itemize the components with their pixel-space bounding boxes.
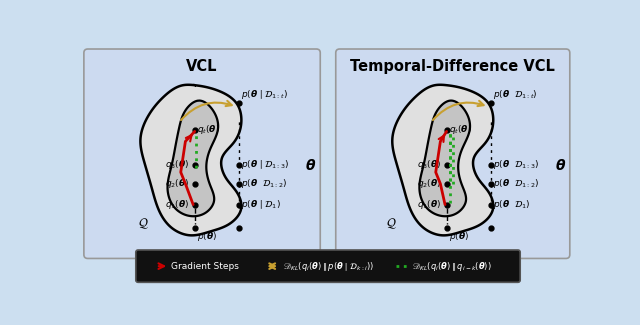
Text: $q_2(\boldsymbol{\theta})$: $q_2(\boldsymbol{\theta})$	[417, 177, 442, 190]
Text: $p(\boldsymbol{\theta})$: $p(\boldsymbol{\theta})$	[197, 230, 217, 243]
Polygon shape	[392, 85, 493, 235]
Text: $p(\boldsymbol{\theta}\mid\mathcal{D}_{1:t})$: $p(\boldsymbol{\theta}\mid\mathcal{D}_{1…	[241, 88, 288, 101]
Text: $q_2(\boldsymbol{\theta})$: $q_2(\boldsymbol{\theta})$	[165, 177, 189, 190]
Text: Gradient Steps: Gradient Steps	[172, 262, 239, 271]
Text: $\mathscr{D}_{KL}(q_i(\boldsymbol{\theta})\parallel p(\boldsymbol{\theta}\mid\ma: $\mathscr{D}_{KL}(q_i(\boldsymbol{\theta…	[283, 260, 374, 273]
Text: VCL: VCL	[186, 59, 218, 74]
Text: $q_3(\boldsymbol{\theta})$: $q_3(\boldsymbol{\theta})$	[417, 158, 442, 171]
Text: $p(\boldsymbol{\theta}\ \ \mathcal{D}_{1:2})$: $p(\boldsymbol{\theta}\ \ \mathcal{D}_{1…	[241, 177, 287, 190]
Text: $\mathcal{Q}$: $\mathcal{Q}$	[138, 216, 149, 231]
Polygon shape	[140, 85, 241, 235]
Text: $\mathcal{Q}$: $\mathcal{Q}$	[386, 216, 397, 231]
FancyBboxPatch shape	[84, 49, 320, 258]
FancyBboxPatch shape	[136, 250, 520, 282]
Text: $\boldsymbol{\theta}$: $\boldsymbol{\theta}$	[555, 158, 566, 173]
Text: $q_3(\boldsymbol{\theta})$: $q_3(\boldsymbol{\theta})$	[165, 158, 189, 171]
Text: $q_1(\boldsymbol{\theta})$: $q_1(\boldsymbol{\theta})$	[165, 198, 189, 211]
FancyBboxPatch shape	[77, 36, 579, 292]
Text: $q_1(\boldsymbol{\theta})$: $q_1(\boldsymbol{\theta})$	[417, 198, 442, 211]
FancyBboxPatch shape	[336, 49, 570, 258]
Text: $p(\boldsymbol{\theta}\ \ \mathcal{D}_1)$: $p(\boldsymbol{\theta}\ \ \mathcal{D}_1)…	[493, 198, 531, 211]
Text: $p(\boldsymbol{\theta}\ \ \mathcal{D}_{1:t})$: $p(\boldsymbol{\theta}\ \ \mathcal{D}_{1…	[493, 88, 538, 101]
Text: $\mathscr{D}_{KL}(q_i(\boldsymbol{\theta})\parallel q_{i-k}(\boldsymbol{\theta}): $\mathscr{D}_{KL}(q_i(\boldsymbol{\theta…	[412, 260, 492, 273]
Text: Temporal-Difference VCL: Temporal-Difference VCL	[349, 59, 554, 74]
Text: $p(\boldsymbol{\theta}\mid\mathcal{D}_{1:3})$: $p(\boldsymbol{\theta}\mid\mathcal{D}_{1…	[241, 158, 289, 171]
Text: $p(\boldsymbol{\theta})$: $p(\boldsymbol{\theta})$	[449, 230, 469, 243]
Text: $p(\boldsymbol{\theta}\ \ \mathcal{D}_{1:2})$: $p(\boldsymbol{\theta}\ \ \mathcal{D}_{1…	[493, 177, 540, 190]
Text: $q_t(\boldsymbol{\theta})$: $q_t(\boldsymbol{\theta})$	[449, 124, 472, 136]
Text: $q_t(\boldsymbol{\theta})$: $q_t(\boldsymbol{\theta})$	[197, 124, 220, 136]
Text: $p(\boldsymbol{\theta}\mid\mathcal{D}_1)$: $p(\boldsymbol{\theta}\mid\mathcal{D}_1)…	[241, 198, 281, 211]
Text: $p(\boldsymbol{\theta}\ \ \mathcal{D}_{1:3})$: $p(\boldsymbol{\theta}\ \ \mathcal{D}_{1…	[493, 158, 540, 171]
Text: $\boldsymbol{\theta}$: $\boldsymbol{\theta}$	[305, 158, 316, 173]
Polygon shape	[168, 100, 218, 216]
Polygon shape	[419, 100, 470, 216]
